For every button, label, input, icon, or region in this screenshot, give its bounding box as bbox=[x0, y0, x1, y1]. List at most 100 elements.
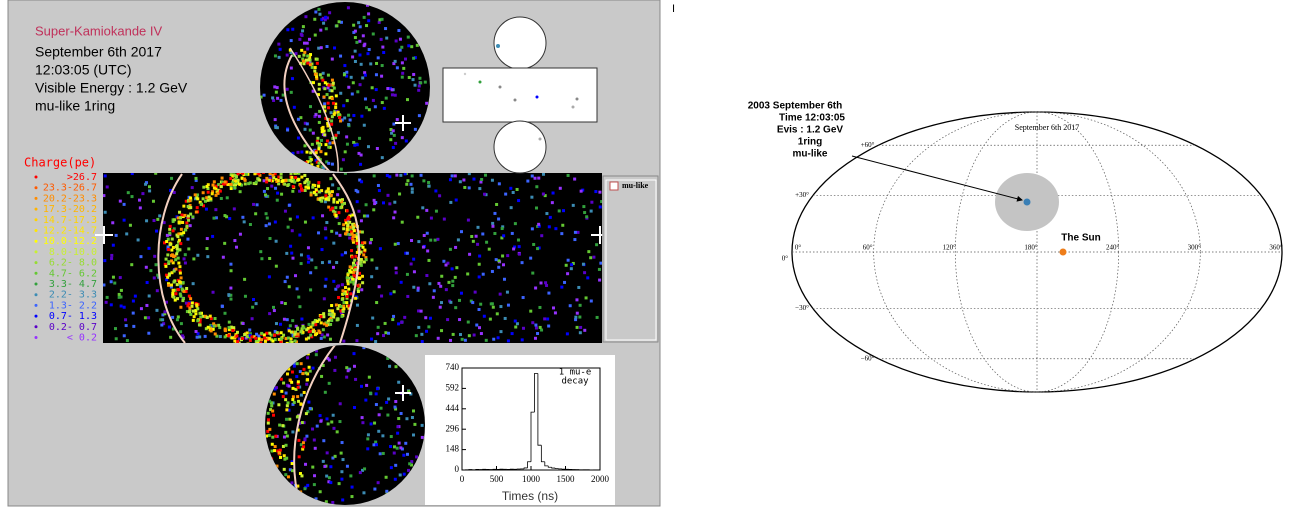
pmt-hit bbox=[440, 301, 443, 304]
pmt-hit bbox=[333, 87, 336, 90]
pmt-hit bbox=[274, 435, 277, 438]
pmt-hit bbox=[598, 268, 601, 271]
pmt-hit bbox=[214, 332, 217, 335]
pmt-hit bbox=[118, 296, 121, 299]
pmt-hit bbox=[521, 261, 524, 264]
pmt-hit bbox=[332, 414, 335, 417]
legend-dot bbox=[35, 283, 38, 286]
pmt-hit bbox=[309, 160, 312, 163]
pmt-hit bbox=[195, 330, 198, 333]
pmt-hit bbox=[412, 57, 415, 60]
pmt-hit bbox=[229, 263, 232, 266]
pmt-hit bbox=[367, 145, 370, 148]
pmt-hit bbox=[325, 475, 328, 478]
pmt-hit bbox=[272, 174, 275, 177]
pmt-hit bbox=[570, 267, 573, 270]
pmt-hit bbox=[279, 48, 282, 51]
pmt-hit bbox=[333, 369, 336, 372]
pmt-hit bbox=[127, 191, 130, 194]
pmt-hit bbox=[189, 199, 192, 202]
pmt-hit bbox=[285, 408, 288, 411]
pmt-hit bbox=[318, 198, 321, 201]
pmt-hit bbox=[331, 163, 334, 166]
pmt-hit bbox=[275, 265, 278, 268]
pmt-hit bbox=[275, 240, 278, 243]
pmt-hit bbox=[395, 39, 398, 42]
pmt-hit bbox=[422, 179, 425, 182]
pmt-hit bbox=[491, 225, 494, 228]
pmt-hit bbox=[410, 239, 413, 242]
pmt-hit bbox=[351, 55, 354, 58]
pmt-hit bbox=[283, 183, 286, 186]
pmt-hit bbox=[475, 324, 478, 327]
pmt-hit bbox=[549, 216, 552, 219]
pmt-hit bbox=[188, 309, 191, 312]
pmt-hit bbox=[516, 188, 519, 191]
pmt-hit bbox=[290, 39, 293, 42]
pmt-hit bbox=[168, 232, 171, 235]
pmt-hit bbox=[288, 285, 291, 288]
pmt-hit bbox=[381, 64, 384, 67]
pmt-hit bbox=[326, 417, 329, 420]
pmt-hit bbox=[189, 313, 192, 316]
pmt-hit bbox=[442, 260, 445, 263]
pmt-hit bbox=[176, 318, 179, 321]
pmt-hit bbox=[228, 321, 231, 324]
pmt-hit bbox=[361, 281, 364, 284]
pmt-hit bbox=[268, 275, 271, 278]
pmt-hit bbox=[282, 382, 285, 385]
pmt-hit bbox=[305, 328, 308, 331]
pmt-hit bbox=[301, 189, 304, 192]
pmt-hit bbox=[172, 289, 175, 292]
pmt-hit bbox=[331, 501, 334, 504]
pmt-hit bbox=[126, 339, 129, 342]
pmt-hit bbox=[202, 186, 205, 189]
pmt-hit bbox=[171, 238, 174, 241]
pmt-hit bbox=[394, 478, 397, 481]
pmt-hit bbox=[276, 199, 279, 202]
pmt-hit bbox=[285, 444, 288, 447]
pmt-hit bbox=[298, 234, 301, 237]
pmt-hit bbox=[332, 198, 335, 201]
pmt-hit bbox=[347, 369, 350, 372]
pmt-hit bbox=[196, 197, 199, 200]
pmt-hit bbox=[397, 381, 400, 384]
pmt-hit bbox=[387, 397, 390, 400]
pmt-hit bbox=[468, 186, 471, 189]
pmt-hit bbox=[382, 452, 385, 455]
pmt-hit bbox=[367, 19, 370, 22]
pmt-hit bbox=[345, 301, 348, 304]
pmt-hit bbox=[204, 335, 207, 338]
pmt-hit bbox=[115, 337, 118, 340]
pmt-hit bbox=[185, 221, 188, 224]
lon-label: 180° bbox=[1024, 244, 1038, 252]
pmt-hit bbox=[504, 317, 507, 320]
pmt-hit bbox=[233, 239, 236, 242]
pmt-hit bbox=[501, 227, 504, 230]
pmt-hit bbox=[297, 386, 300, 389]
pmt-hit bbox=[492, 306, 495, 309]
pmt-hit bbox=[379, 247, 382, 250]
pmt-hit bbox=[305, 180, 308, 183]
pmt-hit bbox=[153, 255, 156, 258]
pmt-hit bbox=[319, 414, 322, 417]
pmt-hit bbox=[286, 28, 289, 31]
pmt-hit bbox=[307, 261, 310, 264]
pmt-hit bbox=[258, 179, 261, 182]
pmt-hit bbox=[271, 96, 274, 99]
pmt-hit bbox=[279, 449, 282, 452]
pmt-hit bbox=[182, 205, 185, 208]
pmt-hit bbox=[164, 265, 167, 268]
pmt-hit bbox=[491, 302, 494, 305]
pmt-hit bbox=[300, 318, 303, 321]
pmt-hit bbox=[545, 284, 548, 287]
pmt-hit bbox=[340, 470, 343, 473]
pmt-hit bbox=[207, 326, 210, 329]
stray-mark: I bbox=[672, 3, 675, 15]
pmt-hit bbox=[410, 45, 413, 48]
pmt-hit bbox=[576, 312, 579, 315]
pmt-hit bbox=[297, 137, 300, 140]
pmt-hit bbox=[529, 257, 532, 260]
pmt-hit bbox=[342, 310, 345, 313]
pmt-hit bbox=[344, 251, 347, 254]
